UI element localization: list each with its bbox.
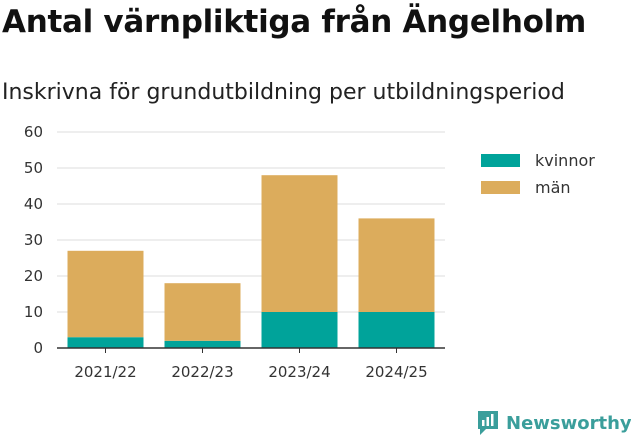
bar-kvinnor-2023-24 [261,312,338,348]
newsworthy-logo-icon [478,411,498,435]
legend-label-kvinnor: kvinnor [535,151,595,170]
legend-swatch-man [481,181,520,194]
y-tick-label: 60 [24,123,43,141]
axes: 0 10 20 30 40 50 60 2021/22 2022/23 2023/24 2024/2… [24,123,445,381]
bar-kvinnor-2022-23 [164,340,241,348]
y-tick-label: 30 [24,231,43,249]
y-tick-label: 10 [24,303,43,321]
chart-subtitle: Inskrivna för grundutbildning per utbild… [2,80,565,105]
chart-title: Antal värnpliktiga från Ängelholm [2,4,586,40]
bars [67,175,435,348]
brand-name: Newsworthy [506,412,631,434]
y-tick-label: 0 [33,339,43,357]
y-tick-label: 50 [24,159,43,177]
legend-label-man: män [535,178,571,197]
y-tick-label: 40 [24,195,43,213]
bar-man-2021-22 [67,250,144,338]
bar-kvinnor-2024-25 [358,312,435,348]
bar-man-2023-24 [261,175,338,312]
x-tick-label: 2021/22 [74,363,136,381]
x-tick-label: 2022/23 [171,363,233,381]
bar-man-2022-23 [164,283,241,341]
legend-swatch-kvinnor [481,154,520,167]
legend: kvinnor män [481,151,595,197]
x-tick-label: 2023/24 [268,363,330,381]
newsworthy-logo: Newsworthy [476,409,631,437]
y-tick-label: 20 [24,267,43,285]
x-tick-label: 2024/25 [365,363,427,381]
bar-kvinnor-2021-22 [67,337,144,348]
bar-man-2024-25 [358,218,435,312]
